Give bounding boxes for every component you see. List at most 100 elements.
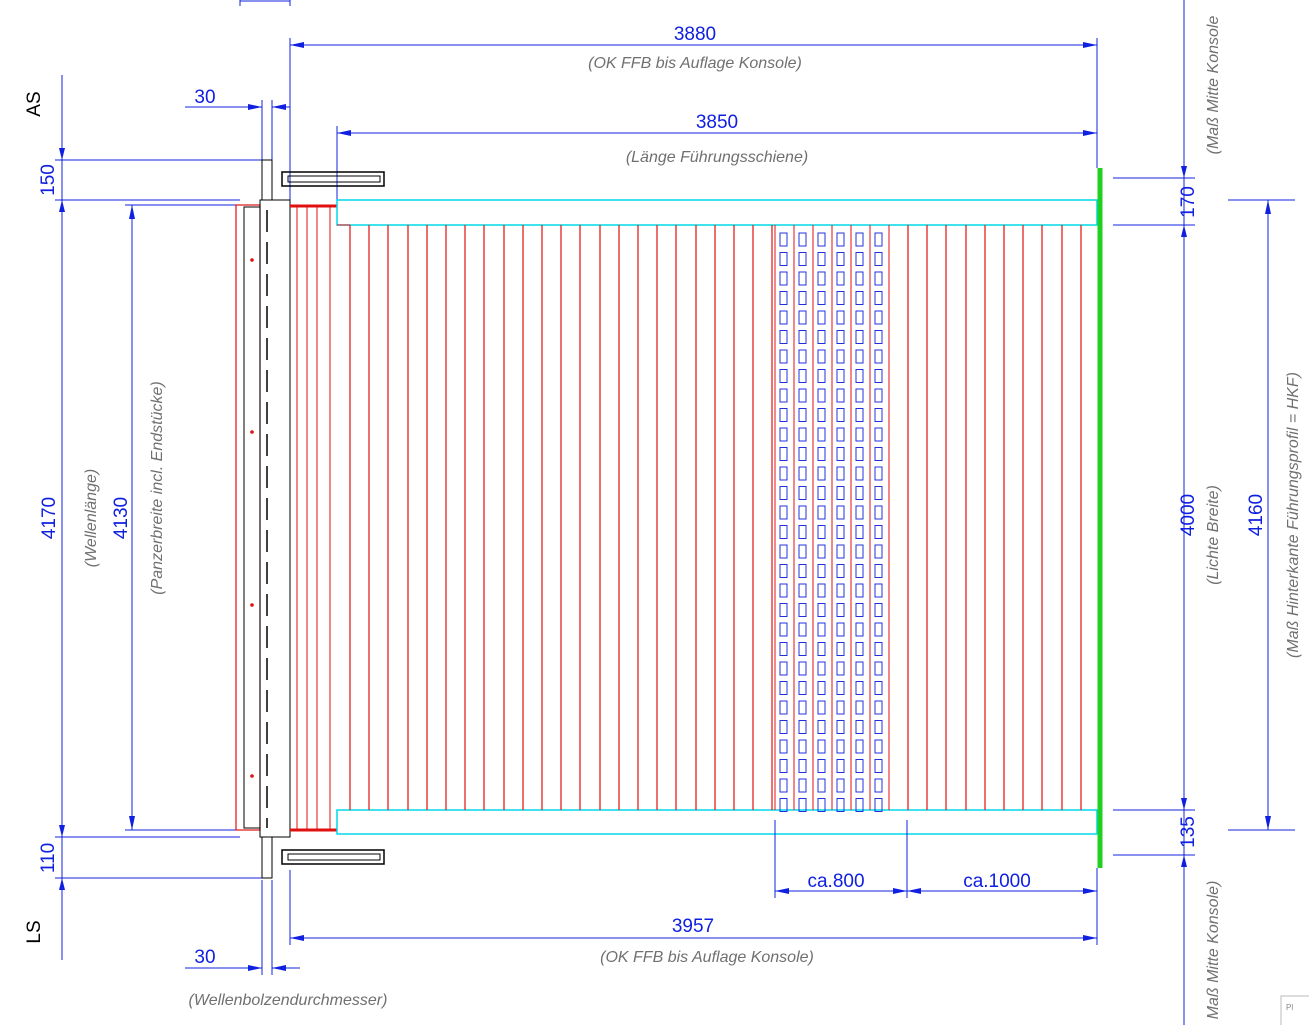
vision-window bbox=[836, 622, 845, 637]
bottom-dimensions: ca.800 ca.1000 3957 (OK FFB bis Auflage … bbox=[185, 820, 1098, 1009]
vision-window bbox=[798, 642, 807, 656]
vision-window bbox=[779, 603, 788, 617]
vision-window bbox=[798, 544, 807, 559]
vision-window bbox=[817, 427, 826, 442]
vision-window bbox=[779, 759, 788, 773]
vision-window bbox=[836, 232, 845, 247]
vision-window bbox=[817, 642, 826, 656]
vision-window bbox=[874, 505, 883, 520]
vision-window bbox=[836, 739, 845, 754]
vision-window bbox=[836, 427, 845, 442]
vision-window bbox=[779, 447, 788, 461]
left-dimensions: AS 150 110 4170 (Wellenlänge) LS 4130 (P… bbox=[24, 75, 262, 960]
vision-window bbox=[855, 330, 864, 344]
vision-window bbox=[855, 252, 864, 266]
vision-window bbox=[836, 330, 845, 344]
vision-window bbox=[779, 466, 788, 481]
dimension-3850: 3850 (Länge Führungsschiene) bbox=[336, 112, 1097, 200]
dimension-30-top: 30 bbox=[185, 87, 290, 160]
vision-window bbox=[855, 271, 864, 286]
corner-stamp: Pl bbox=[1280, 995, 1309, 1025]
vision-window bbox=[779, 505, 788, 520]
vision-window bbox=[874, 583, 883, 598]
vision-window bbox=[817, 525, 826, 539]
vision-window bbox=[836, 564, 845, 578]
vision-window bbox=[855, 427, 864, 442]
vision-window bbox=[836, 642, 845, 656]
dim-150-label: 150 bbox=[38, 164, 59, 196]
vision-window bbox=[817, 544, 826, 559]
dim-170-label: 170 bbox=[1178, 186, 1199, 218]
vision-window bbox=[798, 252, 807, 266]
vision-window bbox=[855, 739, 864, 754]
vision-window bbox=[874, 408, 883, 422]
vision-window bbox=[779, 564, 788, 578]
vision-window bbox=[817, 739, 826, 754]
dim-4130-label: 4130 bbox=[111, 497, 132, 539]
vision-window bbox=[874, 291, 883, 305]
vision-window bbox=[874, 544, 883, 559]
vision-window bbox=[874, 681, 883, 695]
vision-window bbox=[874, 603, 883, 617]
vision-window bbox=[779, 291, 788, 305]
dimension-3880: 3880 (OK FFB bis Auflage Konsole) bbox=[289, 24, 1098, 205]
vision-window bbox=[779, 583, 788, 598]
vision-window bbox=[817, 310, 826, 325]
vision-window bbox=[817, 681, 826, 695]
vision-window bbox=[779, 369, 788, 383]
dim-110-label: 110 bbox=[38, 843, 59, 873]
vision-window bbox=[817, 388, 826, 403]
vision-window bbox=[855, 408, 864, 422]
vision-window bbox=[855, 349, 864, 364]
vision-window bbox=[817, 583, 826, 598]
vision-window bbox=[874, 739, 883, 754]
vision-window bbox=[779, 486, 788, 500]
dim-3957-label: 3957 bbox=[672, 916, 714, 937]
guide-rail-top bbox=[336, 199, 1098, 226]
shaft-diameter-note: (Wellenbolzendurchmesser) bbox=[189, 992, 388, 1009]
vision-window bbox=[874, 232, 883, 247]
curtain-slats bbox=[296, 206, 1082, 830]
vision-window bbox=[817, 486, 826, 500]
vision-window bbox=[817, 778, 826, 793]
guide-rail-bottom bbox=[336, 809, 1098, 835]
vision-window bbox=[855, 447, 864, 461]
vision-window bbox=[779, 330, 788, 344]
vision-window bbox=[836, 661, 845, 676]
vision-window bbox=[779, 720, 788, 734]
vision-window bbox=[798, 369, 807, 383]
vision-window bbox=[855, 622, 864, 637]
side-as-label: AS bbox=[24, 91, 45, 116]
vision-window bbox=[855, 603, 864, 617]
vision-window bbox=[836, 759, 845, 773]
right-dimensions: 170 135 4000 (Lichte Breite) (Maß Mitte … bbox=[1113, 0, 1302, 1025]
vision-panel-section bbox=[774, 225, 890, 812]
vision-window bbox=[798, 388, 807, 403]
vision-window bbox=[836, 544, 845, 559]
dim-3880-label: 3880 bbox=[674, 24, 716, 45]
vision-window bbox=[855, 661, 864, 676]
vision-window bbox=[817, 330, 826, 344]
vision-window bbox=[874, 798, 883, 812]
vision-window bbox=[798, 427, 807, 442]
vision-window bbox=[817, 232, 826, 247]
dim-3880-note: (OK FFB bis Auflage Konsole) bbox=[588, 55, 802, 72]
vision-window bbox=[874, 661, 883, 676]
vision-window bbox=[855, 720, 864, 734]
vision-window bbox=[798, 564, 807, 578]
vision-window bbox=[779, 349, 788, 364]
vision-window bbox=[798, 720, 807, 734]
vision-window bbox=[798, 759, 807, 773]
vision-window bbox=[874, 622, 883, 637]
vision-window bbox=[836, 486, 845, 500]
vision-window bbox=[874, 642, 883, 656]
vision-window bbox=[798, 778, 807, 793]
vision-window bbox=[798, 700, 807, 715]
vision-window bbox=[836, 349, 845, 364]
vision-window bbox=[855, 486, 864, 500]
dim-30-bottom-label: 30 bbox=[194, 947, 215, 968]
vision-window bbox=[779, 252, 788, 266]
vision-window bbox=[874, 778, 883, 793]
dim-135-label: 135 bbox=[1178, 816, 1199, 848]
vision-window bbox=[855, 232, 864, 247]
